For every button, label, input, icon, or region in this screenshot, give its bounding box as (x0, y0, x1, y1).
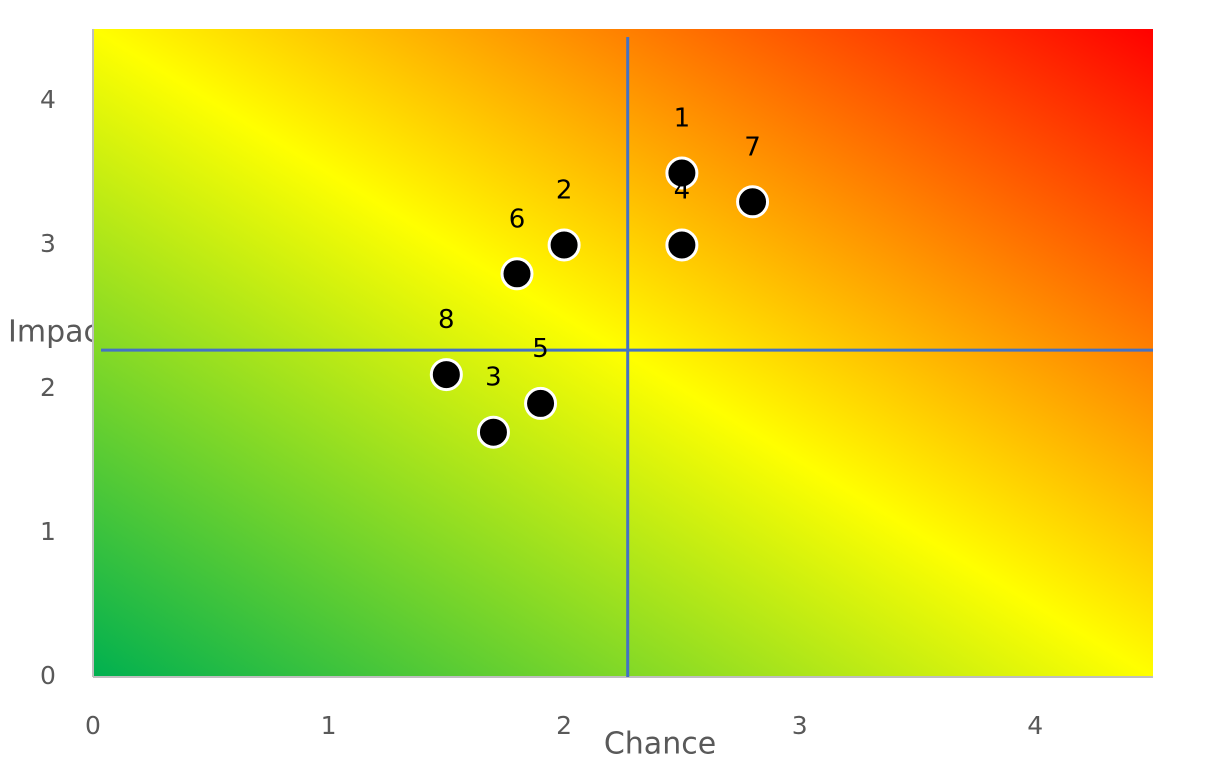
point-label: 3 (485, 363, 502, 393)
x-axis-title: Chance (604, 727, 716, 762)
x-tick-label: 2 (556, 711, 572, 740)
point (476, 415, 510, 449)
y-tick-label: 2 (40, 373, 56, 402)
point (500, 257, 534, 291)
point (736, 185, 770, 219)
point-label: 7 (744, 132, 761, 162)
point-label: 8 (438, 305, 455, 335)
point (429, 358, 463, 392)
x-tick-label: 0 (85, 711, 101, 740)
point (665, 156, 699, 190)
x-tick-label: 4 (1027, 711, 1043, 740)
y-tick-label: 1 (40, 517, 56, 546)
y-tick-label: 3 (40, 229, 56, 258)
point (665, 228, 699, 262)
y-tick-label: 0 (40, 661, 56, 690)
point-label: 6 (509, 204, 526, 234)
point-label: 4 (674, 176, 691, 206)
x-tick-label: 3 (792, 711, 808, 740)
point (547, 228, 581, 262)
y-tick-label: 4 (40, 85, 56, 114)
point-label: 1 (674, 104, 691, 134)
point-label: 5 (532, 334, 549, 364)
point (524, 386, 558, 420)
point-label: 2 (556, 176, 573, 206)
plot-background (93, 29, 1153, 677)
x-tick-label: 1 (321, 711, 337, 740)
